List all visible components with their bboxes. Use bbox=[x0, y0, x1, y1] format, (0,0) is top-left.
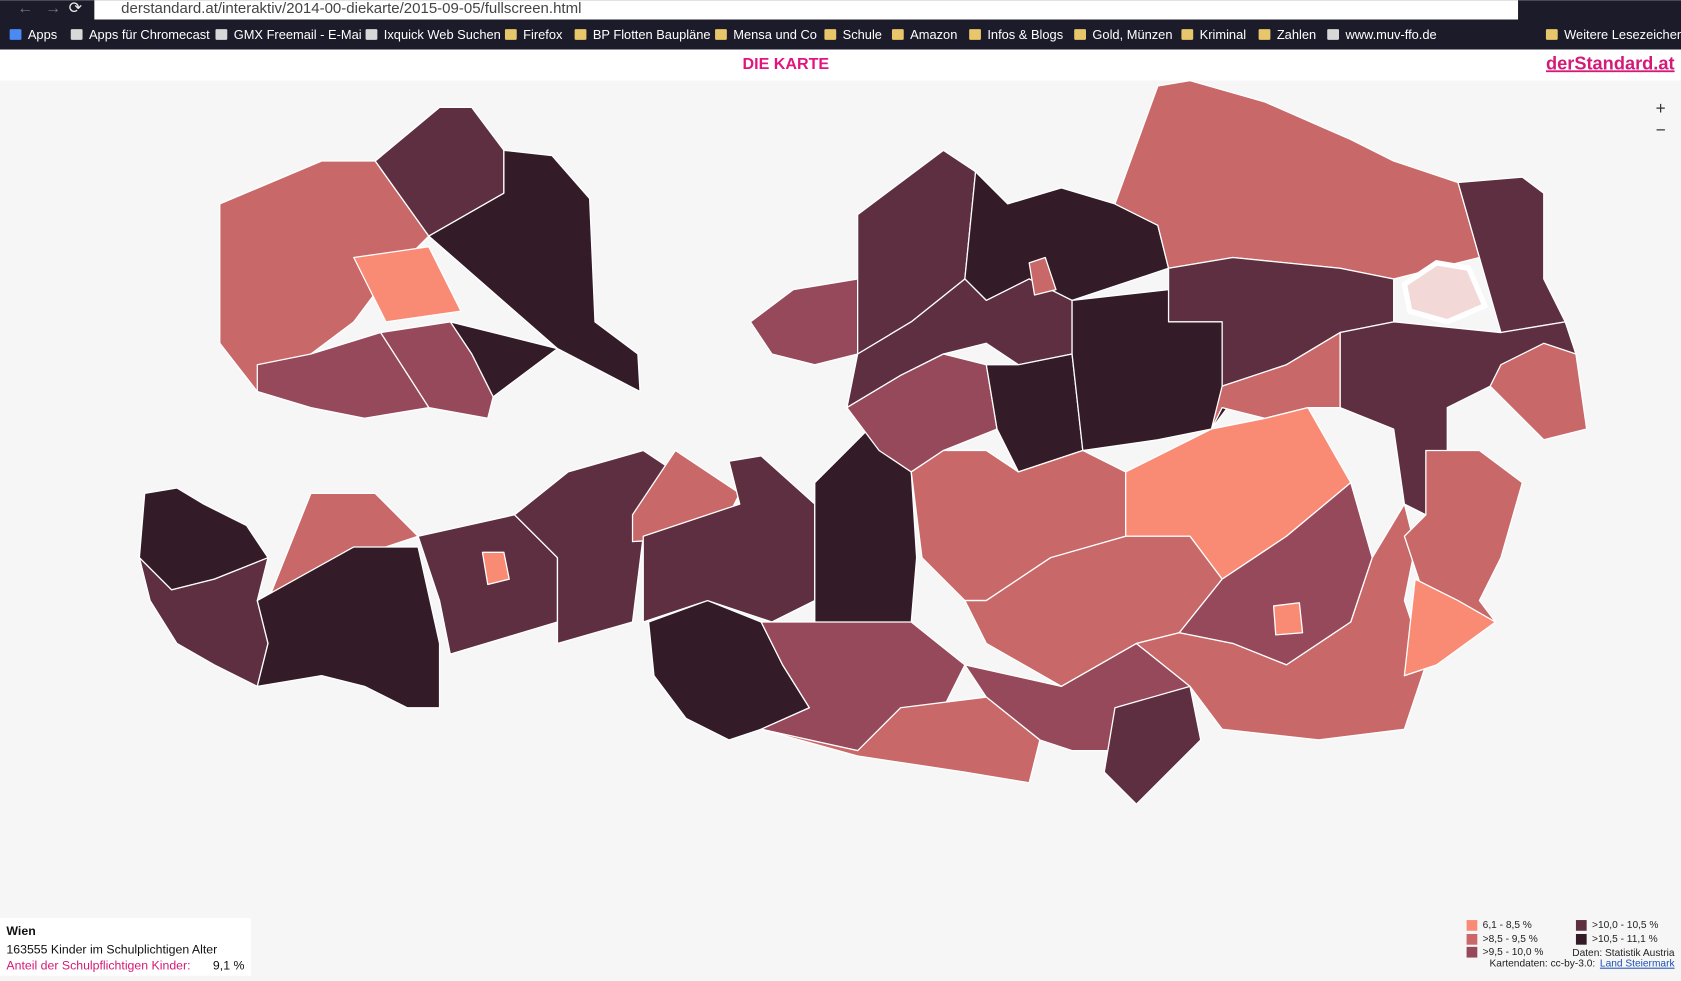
region[interactable] bbox=[1489, 342, 1588, 441]
bookmark-icon bbox=[365, 29, 378, 40]
legend-label: >9,5 - 10,0 % bbox=[1483, 947, 1544, 958]
bookmark[interactable]: Zahlen bbox=[1277, 27, 1316, 42]
bookmark-icon bbox=[824, 29, 837, 40]
region[interactable] bbox=[428, 149, 641, 393]
bookmark[interactable]: GMX Freemail - E-Mai bbox=[234, 27, 362, 42]
bookmark[interactable]: Schule bbox=[843, 27, 882, 42]
logo[interactable]: derStandard.at bbox=[1546, 53, 1675, 73]
zoom-in[interactable]: + bbox=[1656, 98, 1666, 118]
page-title: DIE KARTE bbox=[742, 55, 829, 73]
credit-data: Daten: Statistik Austria bbox=[1572, 948, 1675, 959]
legend-label: >10,5 - 11,1 % bbox=[1592, 934, 1658, 945]
credit-map: Kartendaten: cc-by-3.0: bbox=[1490, 959, 1596, 970]
legend: 6,1 - 8,5 % >8,5 - 9,5 % >9,5 - 10,0 % >10,… bbox=[1466, 920, 1658, 958]
bookmark[interactable]: BP Flotten Baupläne bbox=[593, 27, 711, 42]
bookmark-icon bbox=[504, 29, 517, 40]
bookmark-icon bbox=[715, 29, 727, 40]
bookmark-icon bbox=[70, 29, 83, 40]
bookmark[interactable]: Kriminal bbox=[1200, 27, 1246, 42]
info-box bbox=[0, 917, 251, 976]
bookmark[interactable]: Apps für Chromecast bbox=[89, 27, 210, 42]
legend-swatch bbox=[1466, 933, 1478, 945]
zoom-out[interactable]: − bbox=[1656, 120, 1666, 140]
back-button[interactable]: ← bbox=[17, 0, 33, 17]
info-share-value: 9,1 % bbox=[213, 958, 245, 972]
map bbox=[138, 79, 1588, 805]
bookmarks-bar: Apps Apps für Chromecast GMX Freemail - E-… bbox=[9, 27, 1681, 42]
bookmark[interactable]: Weitere Lesezeichen bbox=[1564, 27, 1681, 42]
legend-swatch bbox=[1575, 933, 1587, 945]
legend-label: 6,1 - 8,5 % bbox=[1483, 920, 1532, 931]
region[interactable] bbox=[481, 551, 510, 586]
bookmark[interactable]: Infos & Blogs bbox=[987, 27, 1063, 42]
bookmark-icon bbox=[1545, 29, 1558, 40]
reload-button[interactable]: ⟳ bbox=[69, 0, 83, 17]
bookmark[interactable]: Gold, Münzen bbox=[1092, 27, 1172, 42]
url[interactable]: derstandard.at/interaktiv/2014-00-diekar… bbox=[121, 0, 581, 17]
region[interactable] bbox=[1457, 176, 1566, 334]
address-bar[interactable] bbox=[94, 0, 1519, 20]
bookmark-icon bbox=[1074, 29, 1087, 40]
credit-link[interactable]: Land Steiermark bbox=[1600, 959, 1676, 970]
bookmark-icon bbox=[891, 29, 904, 40]
bookmark-icon bbox=[1327, 29, 1340, 40]
region[interactable] bbox=[1028, 256, 1057, 296]
bookmark[interactable]: Amazon bbox=[910, 27, 957, 42]
region[interactable] bbox=[1403, 578, 1497, 677]
region[interactable] bbox=[219, 160, 430, 393]
bookmark[interactable]: Ixquick Web Suchen bbox=[384, 27, 501, 42]
legend-swatch bbox=[1466, 946, 1478, 958]
region[interactable] bbox=[1103, 685, 1202, 805]
region[interactable] bbox=[256, 331, 430, 419]
region[interactable] bbox=[256, 546, 441, 709]
bookmark-icon bbox=[969, 29, 981, 40]
bookmark-icon bbox=[9, 29, 22, 40]
region[interactable] bbox=[1339, 321, 1577, 516]
bookmark[interactable]: www.muv-ffo.de bbox=[1344, 27, 1436, 42]
page-header bbox=[0, 49, 1681, 81]
legend-label: >8,5 - 9,5 % bbox=[1483, 934, 1538, 945]
vienna-highlight[interactable] bbox=[1401, 260, 1489, 325]
forward-button[interactable]: → bbox=[45, 0, 61, 17]
legend-swatch bbox=[1575, 920, 1587, 931]
region[interactable] bbox=[1272, 602, 1304, 636]
bookmark[interactable]: Firefox bbox=[523, 27, 563, 42]
bookmark-icon bbox=[1258, 29, 1271, 40]
region[interactable] bbox=[353, 246, 462, 323]
bookmark[interactable]: Mensa und Co bbox=[733, 27, 817, 42]
legend-label: >10,0 - 10,5 % bbox=[1592, 920, 1658, 931]
zoom-control bbox=[1648, 98, 1673, 144]
info-count: 163555 Kinder im Schulplichtigen Alter bbox=[6, 942, 217, 956]
bookmark-icon bbox=[1181, 29, 1194, 40]
info-share-label: Anteil der Schulpflichtigen Kinder: bbox=[6, 958, 190, 972]
bookmark-icon bbox=[215, 29, 228, 40]
info-region: Wien bbox=[6, 924, 35, 938]
bookmark[interactable]: Apps bbox=[28, 27, 57, 42]
legend-swatch bbox=[1466, 920, 1478, 931]
bookmark-icon bbox=[574, 29, 587, 40]
